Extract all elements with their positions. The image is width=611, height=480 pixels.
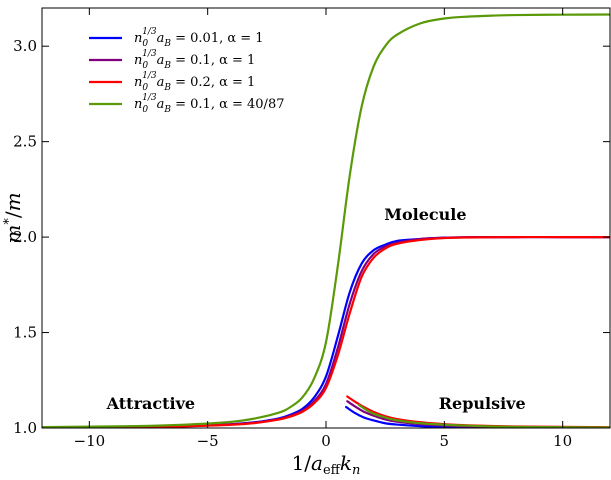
plot-frame xyxy=(41,7,611,429)
y-tick-label: 1.0 xyxy=(13,419,37,437)
x-tick-label: 5 xyxy=(440,432,450,450)
legend-label: n01/3aB = 0.01, α = 1 xyxy=(134,27,264,49)
legend-label: n01/3aB = 0.1, α = 1 xyxy=(134,49,255,71)
legend-label: n01/3aB = 0.2, α = 1 xyxy=(134,71,255,93)
series-3-branch-1-line xyxy=(42,235,610,428)
y-tick-label: 1.5 xyxy=(13,324,37,342)
series-4-branch-2-line xyxy=(358,403,610,428)
y-tick-label: 3.0 xyxy=(13,37,37,55)
x-tick-label: −5 xyxy=(197,432,219,450)
x-tick-label: 10 xyxy=(553,432,572,450)
series-4-branch-1-line xyxy=(42,13,610,428)
x-axis-title: 1/aeffkn xyxy=(292,451,361,478)
annotation-attractive: Attractive xyxy=(106,394,195,413)
y-axis-title: m*/m xyxy=(1,192,25,243)
series-layer xyxy=(42,13,610,428)
y-tick-label: 2.5 xyxy=(13,133,37,151)
annotation-molecule: Molecule xyxy=(384,205,466,224)
tick-layer: −10 −5 0 5 10 1.0 1.5 2.0 2.5 3.0 xyxy=(13,8,610,450)
legend-label: n01/3aB = 0.1, α = 40/87 xyxy=(134,93,284,115)
x-tick-label: 0 xyxy=(321,432,331,450)
x-tick-label: −10 xyxy=(74,432,106,450)
y-tick-label: 2.0 xyxy=(13,228,37,246)
annotation-repulsive: Repulsive xyxy=(439,394,526,413)
annotation-layer: Attractive Molecule Repulsive xyxy=(106,205,526,413)
